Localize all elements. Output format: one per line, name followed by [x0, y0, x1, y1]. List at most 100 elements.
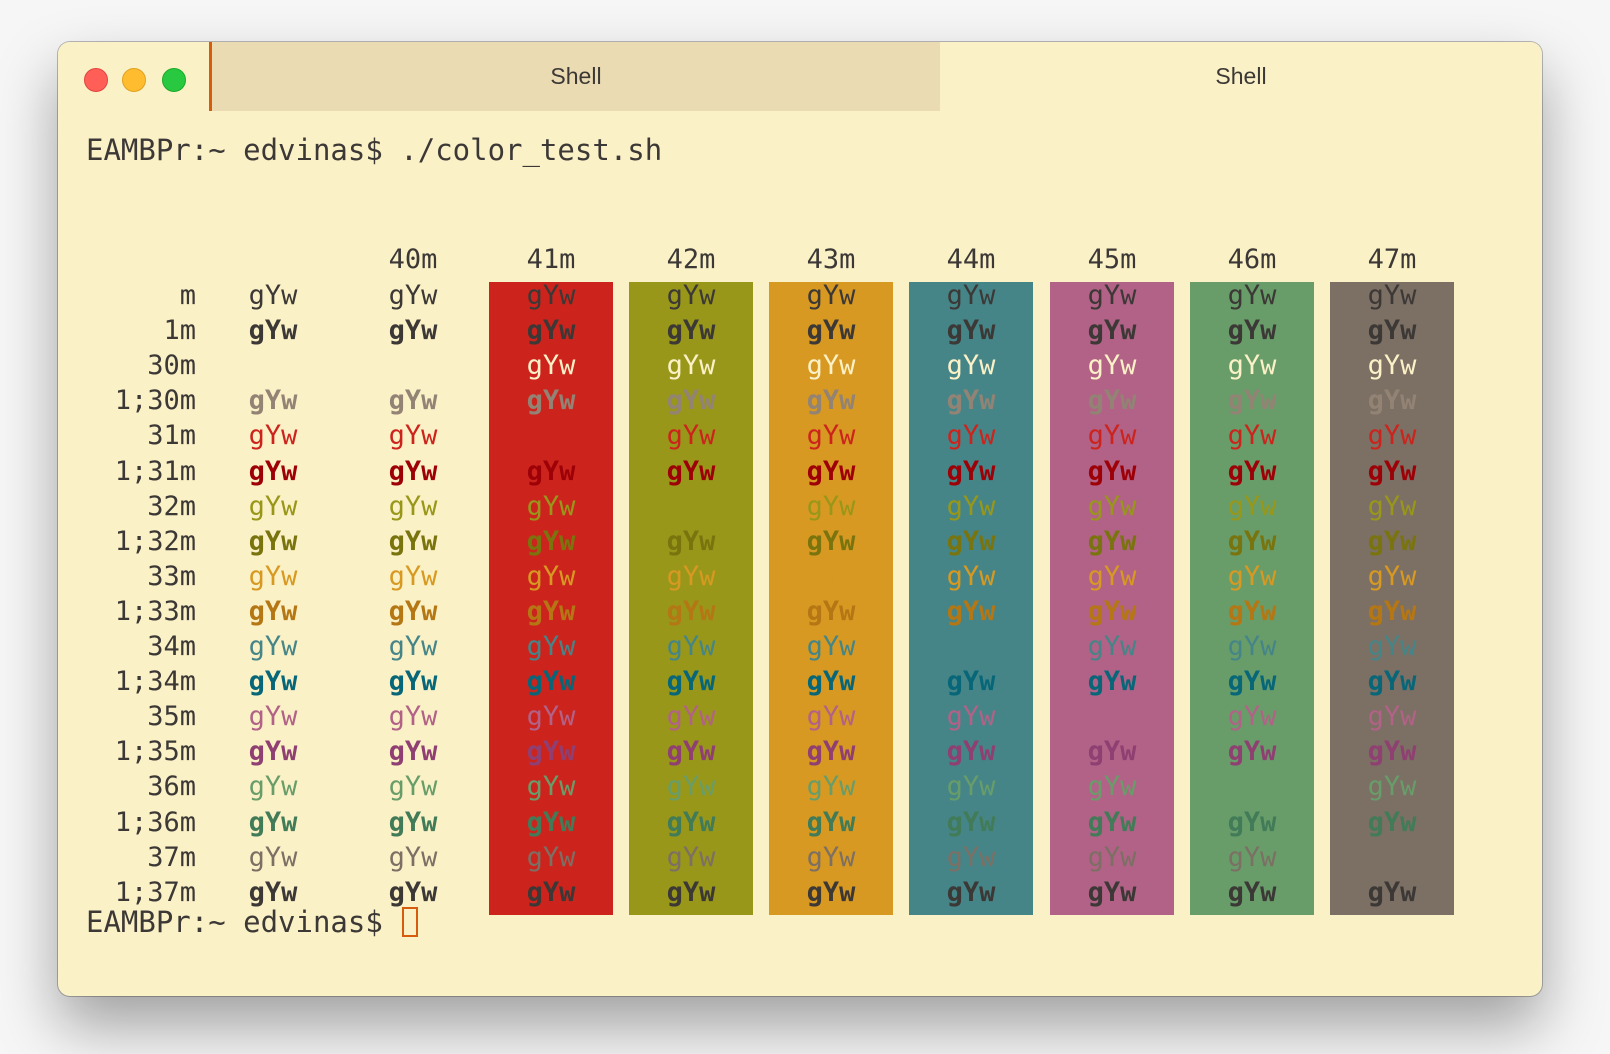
sample-cell: gYw: [666, 280, 716, 311]
row-label: 1m: [163, 315, 196, 347]
sample-cell: gYw: [388, 631, 438, 662]
sample-cell: gYw: [1367, 350, 1417, 382]
close-window-button[interactable]: [84, 68, 108, 92]
sample-cell: gYw: [946, 771, 996, 803]
sample-cell: gYw: [388, 385, 438, 417]
sample-cell: gYw: [1227, 841, 1277, 873]
sample-cell: gYw: [248, 560, 298, 592]
column-header: 40m: [388, 244, 438, 275]
sample-cell: gYw: [526, 525, 576, 557]
sample-cell: gYw: [946, 560, 996, 592]
sample-cell: gYw: [388, 280, 438, 311]
sample-cell: gYw: [248, 631, 298, 662]
sample-cell: gYw: [666, 595, 716, 627]
row-label: 1;34m: [114, 666, 196, 698]
bg-column-46m: [1190, 282, 1314, 915]
sample-cell: gYw: [388, 455, 438, 487]
sample-cell: gYw: [248, 841, 298, 873]
sample-cell: gYw: [1227, 560, 1277, 592]
sample-cell: gYw: [1367, 455, 1417, 487]
row-label: 36m: [147, 771, 196, 803]
row-label: 1;36m: [114, 806, 196, 838]
sample-cell: gYw: [1367, 490, 1417, 522]
title-bar: Shell Shell: [58, 42, 1542, 112]
sample-cell: gYw: [1227, 490, 1277, 522]
sample-cell: gYw: [1367, 841, 1417, 873]
sample-cell: gYw: [806, 560, 856, 592]
sample-cell: gYw: [1087, 455, 1137, 487]
sample-cell: gYw: [248, 666, 298, 698]
command-line: EAMBPr:~ edvinas$ ./color_test.sh: [86, 132, 662, 168]
sample-cell: gYw: [388, 490, 438, 522]
sample-cell: gYw: [806, 420, 856, 452]
sample-cell: gYw: [946, 701, 996, 733]
sample-cell: gYw: [1367, 631, 1417, 662]
sample-cell: gYw: [388, 560, 438, 592]
tab-shell-1[interactable]: Shell: [209, 42, 940, 111]
row-label: 1;37m: [114, 876, 196, 908]
row-label: 1;31m: [114, 455, 196, 487]
sample-cell: gYw: [1367, 420, 1417, 452]
sample-cell: gYw: [1227, 736, 1277, 768]
sample-cell: gYw: [526, 420, 576, 452]
sample-cell: gYw: [388, 736, 438, 768]
sample-cell: gYw: [946, 736, 996, 768]
sample-cell: gYw: [806, 666, 856, 698]
sample-cell: gYw: [526, 315, 576, 347]
sample-cell: gYw: [666, 525, 716, 557]
bg-column-44m: [909, 282, 1033, 915]
sample-cell: gYw: [388, 841, 438, 873]
sample-cell: gYw: [1227, 385, 1277, 417]
sample-cell: gYw: [1367, 771, 1417, 803]
minimize-window-button[interactable]: [122, 68, 146, 92]
sample-cell: gYw: [666, 350, 716, 382]
terminal-window: Shell Shell EAMBPr:~ edvinas$ ./color_te…: [58, 42, 1542, 996]
sample-cell: gYw: [526, 595, 576, 627]
sample-cell: gYw: [946, 455, 996, 487]
sample-cell: gYw: [388, 666, 438, 698]
sample-cell: gYw: [946, 595, 996, 627]
sample-cell: gYw: [806, 385, 856, 417]
sample-cell: gYw: [946, 420, 996, 452]
sample-cell: gYw: [388, 315, 438, 347]
bg-column-42m: [629, 282, 753, 915]
row-label: 31m: [147, 420, 196, 452]
sample-cell: gYw: [806, 736, 856, 768]
sample-cell: gYw: [1087, 841, 1137, 873]
sample-cell: gYw: [946, 841, 996, 873]
bg-column-45m: [1050, 282, 1174, 915]
zoom-window-button[interactable]: [162, 68, 186, 92]
row-label: 32m: [147, 490, 196, 522]
sample-cell: gYw: [1087, 420, 1137, 452]
sample-cell: gYw: [946, 666, 996, 698]
sample-cell: gYw: [1227, 771, 1277, 803]
sample-cell: gYw: [248, 455, 298, 487]
sample-cell: gYw: [526, 876, 576, 908]
terminal-content[interactable]: EAMBPr:~ edvinas$ ./color_test.sh EAMBPr…: [58, 112, 1542, 996]
sample-cell: gYw: [1087, 560, 1137, 592]
row-label: 1;35m: [114, 736, 196, 768]
sample-cell: gYw: [1227, 701, 1277, 733]
prompt-text: EAMBPr:~ edvinas$: [86, 133, 383, 167]
sample-cell: gYw: [1087, 876, 1137, 908]
sample-cell: gYw: [248, 385, 298, 417]
sample-cell: gYw: [1227, 595, 1277, 627]
sample-cell: gYw: [666, 420, 716, 452]
sample-cell: gYw: [248, 525, 298, 557]
sample-cell: gYw: [946, 806, 996, 838]
sample-cell: gYw: [1087, 315, 1137, 347]
sample-cell: gYw: [248, 595, 298, 627]
column-header: 45m: [1087, 244, 1137, 275]
sample-cell: gYw: [526, 806, 576, 838]
tab-shell-2[interactable]: Shell: [1215, 63, 1267, 89]
sample-cell: gYw: [248, 806, 298, 838]
sample-cell: gYw: [1367, 806, 1417, 838]
sample-cell: gYw: [1227, 315, 1277, 347]
sample-cell: gYw: [1367, 595, 1417, 627]
sample-cell: gYw: [666, 315, 716, 347]
sample-cell: gYw: [526, 771, 576, 803]
row-label: 33m: [147, 560, 196, 592]
sample-cell: gYw: [806, 490, 856, 522]
sample-cell: gYw: [526, 490, 576, 522]
sample-cell: gYw: [248, 701, 298, 733]
